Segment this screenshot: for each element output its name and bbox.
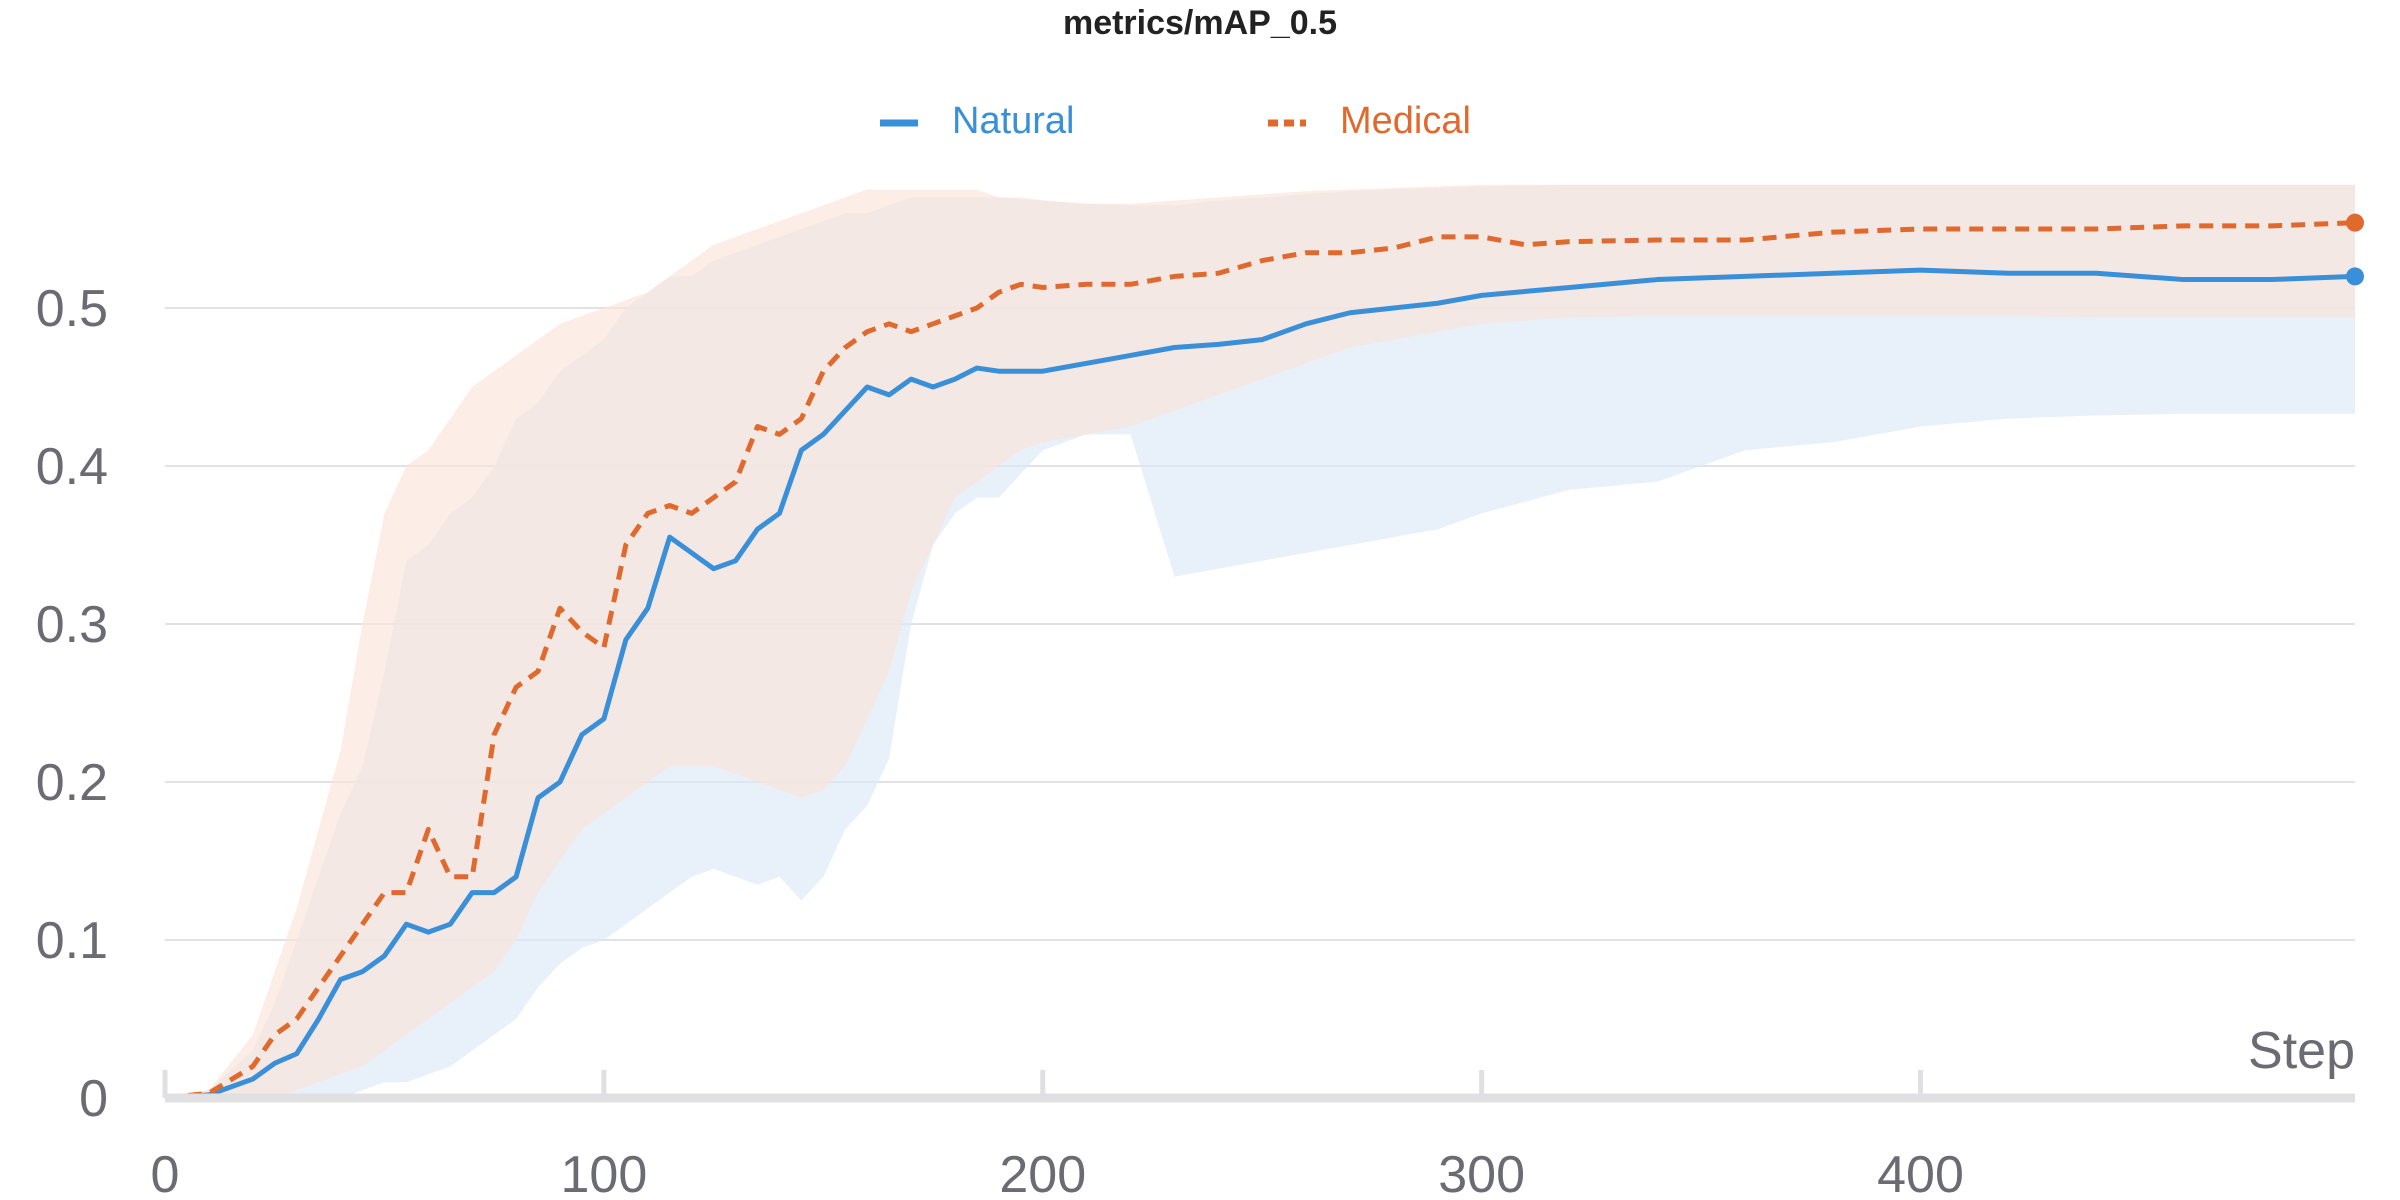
x-tick-label: 0 [151,1146,180,1200]
legend-item-medical[interactable]: Medical [1268,100,1471,142]
y-tick-label: 0.2 [36,754,108,812]
endpoint-natural[interactable] [2346,267,2364,286]
y-tick-label: 0.5 [36,280,108,338]
y-tick-label: 0 [79,1070,108,1128]
x-tick-label: 300 [1438,1146,1525,1200]
series-endpoints[interactable] [2346,213,2364,286]
chart-title: metrics/mAP_0.5 [1063,4,1337,42]
x-tick-label: 100 [560,1146,647,1200]
legend-label: Medical [1340,100,1471,142]
x-axis: 0 100 200 300 400 [151,1070,2355,1200]
y-tick-label: 0.3 [36,596,108,654]
legend-item-natural[interactable]: Natural [880,100,1075,142]
confidence-bands [165,184,2355,1098]
endpoint-medical[interactable] [2346,213,2364,232]
series-lines[interactable] [164,220,2356,1101]
y-axis: 0 0.1 0.2 0.3 0.4 0.5 [36,280,108,1128]
line-natural[interactable] [164,267,2356,1101]
band-medical [165,184,2355,1098]
legend-label: Natural [952,100,1075,142]
y-tick-label: 0.4 [36,438,108,496]
x-axis-title: Step [2248,1022,2355,1080]
x-tick-label: 400 [1877,1146,1964,1200]
line-medical[interactable] [164,220,2356,1101]
legend[interactable]: Natural Medical [880,100,1471,142]
x-tick-label: 200 [999,1146,1086,1200]
y-tick-label: 0.1 [36,912,108,970]
